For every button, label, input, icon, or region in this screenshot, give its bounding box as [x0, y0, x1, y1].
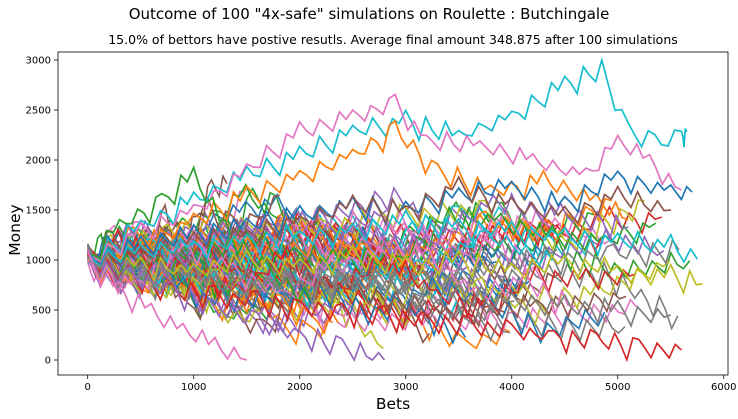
x-tick-label: 6000: [711, 382, 736, 393]
simulation-line-key-2: [87, 119, 629, 274]
y-tick-label: 0: [45, 356, 51, 367]
simulation-line: [87, 183, 278, 264]
x-axis-label: Bets: [375, 395, 411, 413]
simulation-line-key-4: [87, 165, 312, 305]
x-tick-label: 1000: [181, 382, 206, 393]
x-tick-label: 4000: [499, 382, 524, 393]
simulation-line: [87, 243, 637, 320]
x-tick-label: 2000: [287, 382, 312, 393]
simulation-line: [87, 237, 575, 316]
simulation-line-key-11: [86, 249, 247, 361]
plot-frame: [57, 51, 729, 376]
simulation-line-key-9: [86, 249, 386, 363]
x-tick-label: 3000: [393, 382, 418, 393]
y-tick-label: 1000: [26, 256, 51, 267]
simulation-line-key-7: [86, 209, 699, 269]
series-lines: [86, 56, 703, 363]
y-axis-label: Money: [6, 204, 24, 256]
x-axis-ticks: 0 1000 2000 3000 4000 5000 6000: [84, 375, 736, 393]
x-tick-label: 5000: [605, 382, 630, 393]
y-tick-label: 2500: [26, 106, 51, 117]
simulation-line-key-6: [86, 243, 703, 296]
simulation-line-key-10: [87, 252, 672, 329]
simulation-line: [86, 238, 627, 329]
simulation-line-key-1: [87, 93, 682, 263]
y-axis-ticks: 0 500 1000 1500 2000 2500 3000: [26, 56, 58, 367]
simulation-line-key-5: [87, 175, 671, 275]
simulation-line-key-8: [86, 252, 682, 363]
y-tick-label: 1500: [26, 206, 51, 217]
chart-subtitle: 15.0% of bettors have postive resutls. A…: [108, 32, 678, 47]
y-tick-label: 2000: [26, 156, 51, 167]
chart-title: Outcome of 100 "4x-safe" simulations on …: [128, 5, 610, 23]
y-tick-label: 500: [32, 306, 51, 317]
simulation-line: [87, 205, 657, 276]
simulation-line: [87, 221, 415, 282]
x-tick-label: 0: [84, 382, 90, 393]
simulation-line-key-0: [87, 56, 688, 261]
y-tick-label: 3000: [26, 56, 51, 67]
